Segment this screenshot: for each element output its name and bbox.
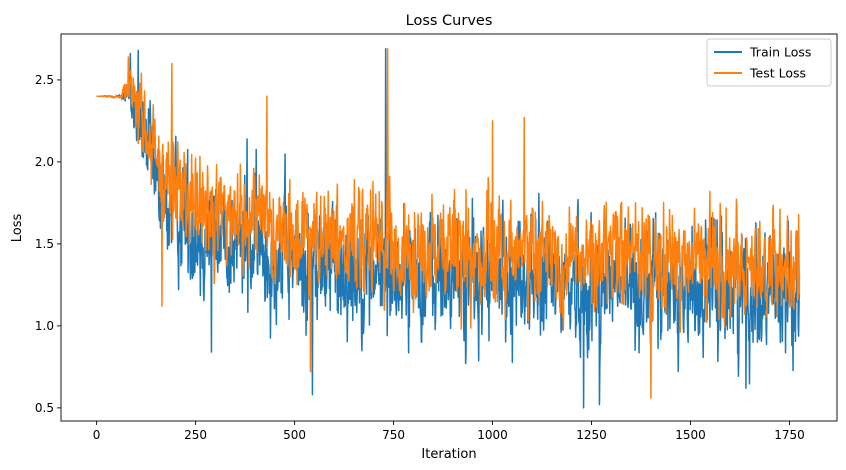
x-tick-label: 0 [93,428,101,442]
x-tick-label: 1000 [477,428,508,442]
x-axis-ticks: 0 250 500 750 1000 1250 1500 1750 [93,421,805,442]
y-tick-label: 2.5 [35,73,54,87]
x-tick-label: 1750 [774,428,805,442]
chart-title: Loss Curves [406,13,493,29]
legend-label-test: Test Loss [749,66,806,81]
y-tick-label: 1.0 [35,319,54,333]
y-tick-label: 0.5 [35,401,54,415]
series-line-test-loss [96,48,801,399]
y-axis-label: Loss [10,214,25,243]
y-tick-label: 1.5 [35,237,54,251]
legend: Train Loss Test Loss [706,38,832,87]
y-tick-label: 2.0 [35,155,54,169]
x-tick-label: 250 [184,428,207,442]
y-axis-ticks: 0.5 1.0 1.5 2.0 2.5 [35,73,61,415]
x-tick-label: 1500 [675,428,706,442]
legend-label-train: Train Loss [749,45,811,60]
x-axis-label: Iteration [421,447,476,462]
x-tick-label: 1250 [576,428,607,442]
x-tick-label: 750 [382,428,405,442]
series-group [96,48,801,409]
legend-box [706,38,832,87]
x-tick-label: 500 [283,428,306,442]
plot-frame [60,33,838,422]
